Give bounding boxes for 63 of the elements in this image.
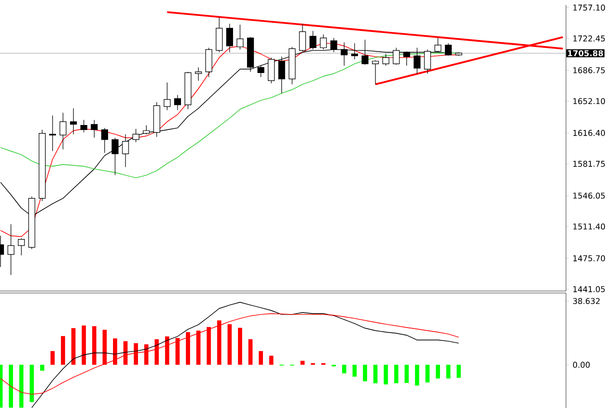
bar [30, 364, 34, 402]
bar [446, 364, 450, 378]
bar [175, 338, 180, 365]
bar [352, 364, 357, 377]
candlestick [49, 115, 56, 152]
bar [60, 336, 66, 365]
candlestick [226, 23, 234, 53]
bar [384, 364, 388, 384]
bar [123, 341, 128, 365]
candlestick [80, 120, 88, 133]
candlestick [70, 108, 77, 134]
candlestick [216, 17, 223, 53]
bar [456, 364, 461, 378]
candlestick [194, 67, 202, 82]
candlestick [236, 24, 244, 50]
candlestick [257, 65, 264, 78]
bar [404, 364, 409, 383]
bar [82, 326, 86, 365]
candlestick [8, 224, 14, 276]
bar [269, 356, 274, 365]
bar [186, 332, 190, 365]
candlestick [268, 57, 275, 84]
bar [206, 326, 211, 365]
candlestick [382, 54, 390, 66]
candlestick [132, 128, 140, 143]
bar [300, 360, 305, 365]
bar [436, 364, 440, 378]
candlestick [164, 82, 171, 110]
bar [0, 364, 3, 408]
bar [248, 339, 253, 365]
bar [373, 364, 378, 384]
bar [92, 326, 96, 365]
bar [71, 328, 76, 365]
bar [154, 339, 159, 365]
candlestick [18, 238, 25, 256]
bar [134, 343, 138, 365]
candlestick [112, 137, 118, 176]
bar [394, 364, 398, 384]
candlestick [101, 128, 108, 154]
bar [217, 320, 222, 365]
candlestick [205, 47, 212, 78]
bar [19, 364, 24, 408]
candlestick [90, 120, 98, 138]
candlestick [122, 134, 129, 168]
bar [165, 336, 170, 365]
bar [425, 364, 430, 382]
candlestick [278, 56, 286, 94]
bar [342, 364, 346, 374]
candlestick [174, 94, 181, 110]
bar [102, 330, 107, 365]
bar [258, 351, 263, 365]
bar [40, 364, 44, 371]
bar [238, 328, 242, 365]
candlestick [372, 60, 379, 85]
bar [228, 324, 232, 365]
bar [196, 330, 200, 365]
bar [415, 364, 420, 386]
bar [144, 344, 148, 365]
bar [8, 364, 14, 408]
bar [112, 338, 118, 365]
candlestick [60, 112, 66, 150]
bar [362, 364, 368, 382]
bar [50, 351, 55, 365]
